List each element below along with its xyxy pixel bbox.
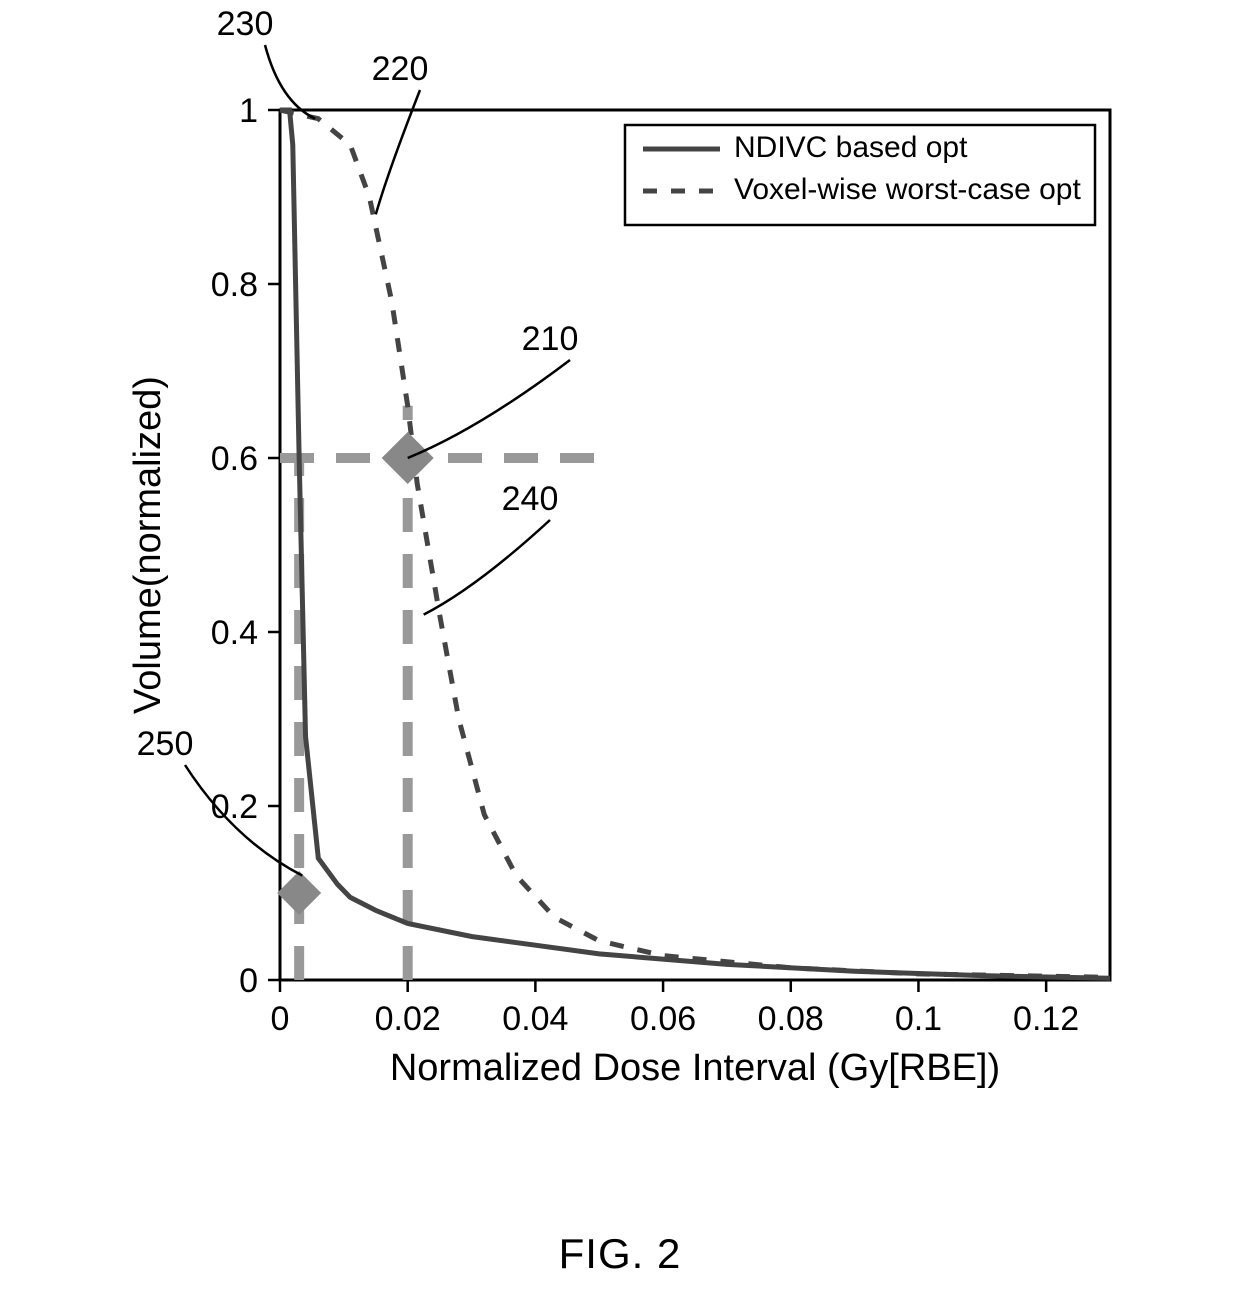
y-axis-title: Volume(normalized)	[127, 376, 169, 714]
x-tick-label: 0.02	[375, 1000, 441, 1038]
x-tick-label: 0	[271, 1000, 290, 1038]
y-tick-label: 0.8	[211, 266, 258, 304]
callout-label-230: 230	[217, 5, 274, 43]
y-tick-label: 0	[239, 962, 258, 1000]
callout-line-210	[408, 360, 570, 458]
x-tick-label: 0.04	[502, 1000, 568, 1038]
legend-label-ndivc: NDIVC based opt	[734, 131, 968, 164]
x-tick-label: 0.1	[895, 1000, 942, 1038]
x-axis-title: Normalized Dose Interval (Gy[RBE])	[390, 1047, 1000, 1089]
x-tick-label: 0.06	[630, 1000, 696, 1038]
callout-label-210: 210	[522, 320, 579, 358]
chart-container: 00.020.040.060.080.10.1200.20.40.60.81No…	[70, 0, 1170, 1180]
y-tick-label: 0.4	[211, 614, 258, 652]
x-tick-label: 0.08	[758, 1000, 824, 1038]
callout-label-250: 250	[137, 725, 194, 763]
legend-label-voxelwise: Voxel-wise worst-case opt	[734, 173, 1081, 206]
page: 00.020.040.060.080.10.1200.20.40.60.81No…	[0, 0, 1240, 1296]
x-tick-label: 0.12	[1013, 1000, 1079, 1038]
callout-label-240: 240	[502, 480, 559, 518]
marker-diamond	[277, 871, 321, 915]
callout-label-220: 220	[372, 50, 429, 88]
figure-caption: FIG. 2	[0, 1230, 1240, 1278]
chart-svg: 00.020.040.060.080.10.1200.20.40.60.81No…	[70, 0, 1170, 1180]
callout-line-240	[424, 520, 550, 615]
y-tick-label: 0.6	[211, 440, 258, 478]
y-tick-label: 1	[239, 92, 258, 130]
